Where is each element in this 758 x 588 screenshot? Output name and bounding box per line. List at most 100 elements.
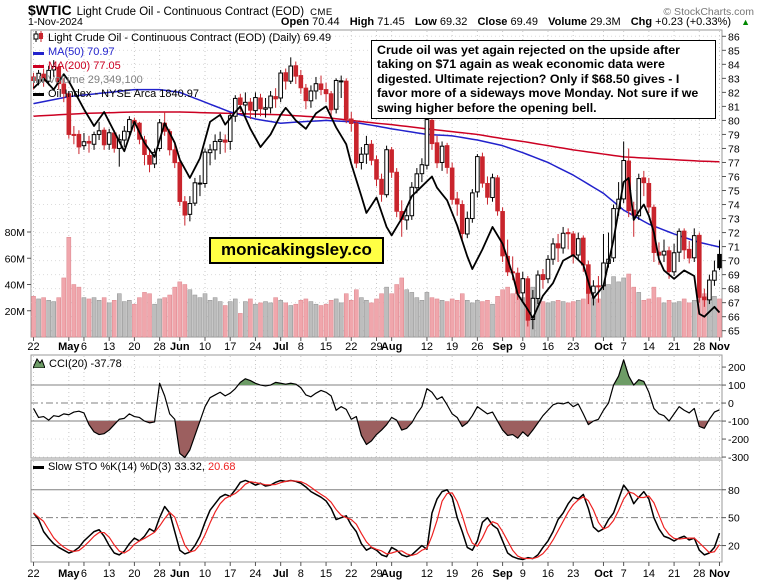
svg-text:21: 21 (668, 341, 680, 353)
svg-text:40M: 40M (5, 280, 25, 292)
svg-text:0: 0 (728, 398, 734, 410)
open-value: 70.44 (312, 16, 340, 28)
legend-series-label: Light Crude Oil - Continuous Contract (E… (48, 32, 332, 44)
svg-text:72: 72 (728, 228, 740, 240)
svg-text:16: 16 (542, 568, 554, 580)
legend-ma50-label: MA(50) 70.97 (48, 46, 115, 59)
svg-text:20M: 20M (5, 306, 25, 318)
svg-text:73: 73 (728, 214, 740, 226)
svg-text:7: 7 (621, 568, 627, 580)
svg-text:20: 20 (728, 541, 740, 553)
svg-text:24: 24 (249, 341, 261, 353)
svg-text:Aug: Aug (381, 341, 402, 353)
svg-text:20: 20 (128, 568, 140, 580)
svg-text:10: 10 (199, 341, 211, 353)
legend-volume-label: Volume 29,349,100 (48, 73, 143, 86)
low-value: 69.32 (439, 16, 468, 28)
volume-bars-icon (33, 73, 44, 87)
svg-text:22: 22 (27, 568, 39, 580)
svg-text:Oct: Oct (594, 341, 613, 353)
svg-text:79: 79 (728, 129, 740, 141)
svg-text:21: 21 (668, 568, 680, 580)
svg-text:75: 75 (728, 186, 740, 198)
svg-text:200: 200 (728, 362, 746, 374)
svg-text:28: 28 (693, 568, 705, 580)
svg-text:22: 22 (345, 568, 357, 580)
exchange-label: CME (310, 7, 333, 18)
svg-text:80: 80 (728, 485, 740, 497)
svg-text:Aug: Aug (381, 568, 402, 580)
svg-text:76: 76 (728, 171, 740, 183)
svg-text:May: May (58, 568, 80, 580)
svg-text:9: 9 (520, 341, 526, 353)
analyst-annotation: Crude oil was yet again rejected on the … (371, 40, 716, 120)
svg-text:-300: -300 (728, 452, 749, 464)
svg-text:24: 24 (249, 568, 261, 580)
svg-text:15: 15 (320, 341, 332, 353)
svg-text:65: 65 (728, 326, 740, 338)
sto-line-icon (33, 465, 44, 469)
cci-label-text: CCI(20) -37.78 (49, 358, 122, 370)
svg-text:Jun: Jun (170, 341, 190, 353)
cci-area-icon (32, 357, 46, 371)
candlestick-icon (33, 31, 44, 46)
legend-ma200-label: MA(200) 77.05 (48, 59, 121, 72)
close-label: Close (477, 16, 508, 28)
svg-text:8: 8 (298, 341, 304, 353)
svg-text:80: 80 (728, 115, 740, 127)
svg-text:Oct: Oct (594, 568, 613, 580)
open-label: Open (280, 16, 310, 28)
svg-text:10: 10 (199, 568, 211, 580)
legend-ma50-row: MA(50) 70.97 (33, 46, 331, 59)
svg-text:22: 22 (27, 341, 39, 353)
chart-header: $WTIC Light Crude Oil - Continuous Contr… (28, 2, 754, 18)
svg-text:6: 6 (81, 568, 87, 580)
high-value: 71.45 (377, 16, 405, 28)
svg-text:-200: -200 (728, 434, 749, 446)
svg-text:20: 20 (128, 341, 140, 353)
svg-text:71: 71 (728, 242, 740, 254)
svg-text:May: May (58, 341, 80, 353)
svg-text:78: 78 (728, 143, 740, 155)
svg-text:60M: 60M (5, 253, 25, 265)
watermark-badge: monicakingsley.co (209, 237, 384, 264)
svg-text:-100: -100 (728, 416, 749, 428)
svg-text:17: 17 (224, 568, 236, 580)
cci-panel-label: CCI(20) -37.78 (32, 357, 122, 371)
close-value: 69.49 (510, 16, 539, 28)
svg-text:80M: 80M (5, 227, 25, 239)
svg-text:Jul: Jul (273, 341, 289, 353)
svg-text:Sep: Sep (493, 568, 513, 580)
svg-text:23: 23 (567, 568, 579, 580)
sto-label-red: 20.68 (207, 461, 236, 473)
chg-label: Chg (630, 16, 653, 28)
svg-text:28: 28 (153, 568, 165, 580)
ma200-line-icon (33, 65, 44, 69)
chg-up-arrow-icon: ▲ (741, 17, 750, 27)
ma50-line-icon (33, 51, 44, 55)
svg-text:Jun: Jun (170, 568, 190, 580)
volume-value: 29.3M (590, 16, 621, 28)
svg-text:13: 13 (103, 568, 115, 580)
svg-text:28: 28 (693, 341, 705, 353)
svg-text:68: 68 (728, 284, 740, 296)
svg-text:85: 85 (728, 45, 740, 57)
stockcharts-copyright: © StockCharts.com (663, 6, 754, 18)
svg-text:15: 15 (320, 568, 332, 580)
high-label: High (349, 16, 375, 28)
svg-text:19: 19 (446, 568, 458, 580)
svg-text:86: 86 (728, 31, 740, 43)
svg-text:100: 100 (728, 380, 746, 392)
svg-text:66: 66 (728, 312, 740, 324)
ticker-symbol: $WTIC (28, 2, 72, 18)
low-label: Low (414, 16, 437, 28)
legend-ma200-row: MA(200) 77.05 (33, 60, 331, 73)
svg-text:13: 13 (103, 341, 115, 353)
svg-text:14: 14 (643, 568, 655, 580)
svg-text:29: 29 (370, 568, 382, 580)
svg-text:17: 17 (224, 341, 236, 353)
svg-text:19: 19 (446, 341, 458, 353)
legend-oil-index-label: Oil Index - NYSE Arca 1840.97 (48, 87, 200, 100)
svg-text:77: 77 (728, 157, 740, 169)
